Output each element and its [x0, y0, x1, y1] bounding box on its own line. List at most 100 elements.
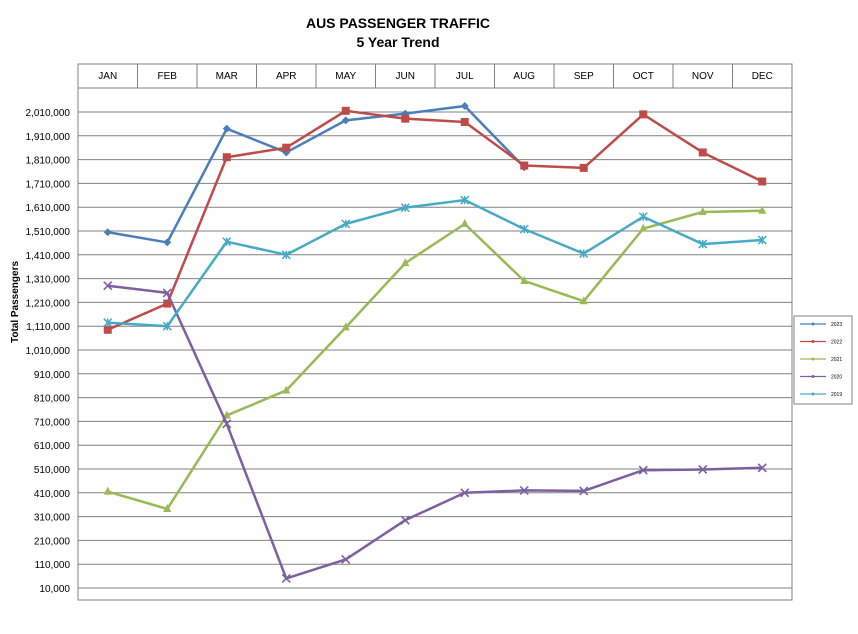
data-point: [282, 143, 291, 152]
data-point: [162, 288, 172, 298]
data-point: [460, 218, 469, 227]
data-point: [282, 385, 291, 394]
data-point: [281, 250, 291, 260]
y-tick-label: 310,000: [34, 513, 71, 524]
series-lines: [103, 102, 767, 584]
y-tick-label: 1,110,000: [26, 322, 70, 333]
month-label: NOV: [692, 71, 714, 82]
y-tick-label: 1,410,000: [26, 251, 71, 262]
marker-stroke: [162, 288, 172, 298]
y-tick-label: 10,000: [39, 584, 70, 595]
data-point: [401, 114, 410, 123]
month-label: FEB: [158, 71, 178, 82]
y-tick-label: 1,810,000: [26, 156, 71, 167]
legend-label: 2022: [831, 340, 842, 346]
data-point: [103, 318, 113, 328]
data-point: [698, 464, 708, 475]
y-tick-label: 1,910,000: [26, 132, 71, 143]
data-point: [163, 503, 172, 512]
marker-stroke: [460, 488, 470, 498]
y-tick-label: 1,610,000: [26, 203, 71, 214]
data-point: [519, 224, 529, 234]
data-point: [401, 258, 410, 267]
legend-marker: [811, 340, 815, 343]
legend-box: [793, 315, 853, 405]
chart-subtitle: 5 Year Trend: [356, 34, 439, 50]
marker-stroke: [400, 515, 410, 525]
y-tick-label: 710,000: [34, 417, 71, 428]
data-point: [400, 203, 410, 213]
series-line: [107, 104, 526, 244]
marker-stroke: [698, 464, 708, 475]
series-2020: [103, 281, 767, 584]
data-point: [698, 239, 708, 249]
data-point: [222, 237, 232, 247]
series-line: [107, 284, 763, 580]
marker-stroke: [281, 573, 291, 584]
y-tick-label: 1,210,000: [26, 298, 71, 309]
y-axis-label: Total Passengers: [10, 261, 21, 344]
series-2021: [103, 205, 767, 512]
legend-label: 2019: [831, 392, 842, 398]
y-tick-label: 910,000: [34, 370, 71, 381]
legend-item: 2023: [800, 322, 842, 328]
data-point: [579, 163, 588, 172]
data-point: [520, 275, 529, 284]
month-label: DEC: [752, 71, 773, 82]
y-tick-label: 1,010,000: [26, 346, 71, 357]
data-point: [103, 486, 112, 495]
data-point: [579, 296, 588, 305]
data-point: [341, 219, 351, 229]
data-point: [579, 249, 589, 259]
y-tick-label: 510,000: [34, 465, 71, 476]
data-point: [638, 465, 648, 475]
y-tick-labels: 10,000 110,000 210,000 310,000 410,000 510,00…: [26, 108, 71, 595]
month-label: JUL: [456, 71, 474, 82]
data-point: [520, 161, 529, 170]
data-point: [460, 488, 470, 498]
series-line: [107, 198, 763, 328]
data-point: [460, 117, 469, 126]
y-tick-label: 1,710,000: [26, 179, 71, 190]
y-tick-label: 210,000: [34, 536, 71, 547]
series-line: [107, 109, 763, 331]
data-point: [400, 515, 410, 525]
legend-item: 2020: [800, 375, 842, 381]
month-label: SEP: [574, 71, 594, 82]
data-point: [163, 299, 172, 308]
data-point: [460, 195, 470, 205]
data-point: [758, 205, 767, 214]
marker-stroke: [341, 554, 351, 565]
y-tick-label: 2,010,000: [26, 108, 71, 119]
data-point: [222, 124, 231, 133]
month-labels: JAN FEB MAR APR MAY JUN JUL AUG SEP OCT NOV DEC: [98, 71, 773, 82]
month-label: MAR: [216, 71, 238, 82]
data-point: [757, 463, 767, 473]
data-point: [639, 110, 648, 119]
data-point: [162, 321, 172, 331]
data-point: [579, 486, 589, 496]
data-point: [281, 573, 291, 584]
series-2019: [103, 195, 767, 331]
data-point: [341, 116, 350, 125]
marker-stroke: [103, 281, 113, 291]
data-point: [460, 102, 469, 111]
marker-stroke: [638, 465, 648, 475]
data-point: [163, 238, 172, 247]
data-point: [638, 212, 648, 222]
y-tick-label: 810,000: [34, 394, 71, 405]
legend-item: 2021: [800, 357, 842, 363]
legend-label: 2020: [831, 375, 842, 381]
legend-item: 2022: [800, 340, 842, 346]
legend-marker: [811, 375, 815, 378]
marker-stroke: [757, 463, 767, 473]
y-tick-label: 1,510,000: [26, 227, 71, 238]
data-point: [519, 485, 529, 495]
data-point: [639, 223, 648, 232]
data-point: [757, 235, 767, 245]
legend-marker: [811, 322, 815, 326]
data-point: [222, 153, 231, 162]
data-point: [103, 228, 112, 237]
